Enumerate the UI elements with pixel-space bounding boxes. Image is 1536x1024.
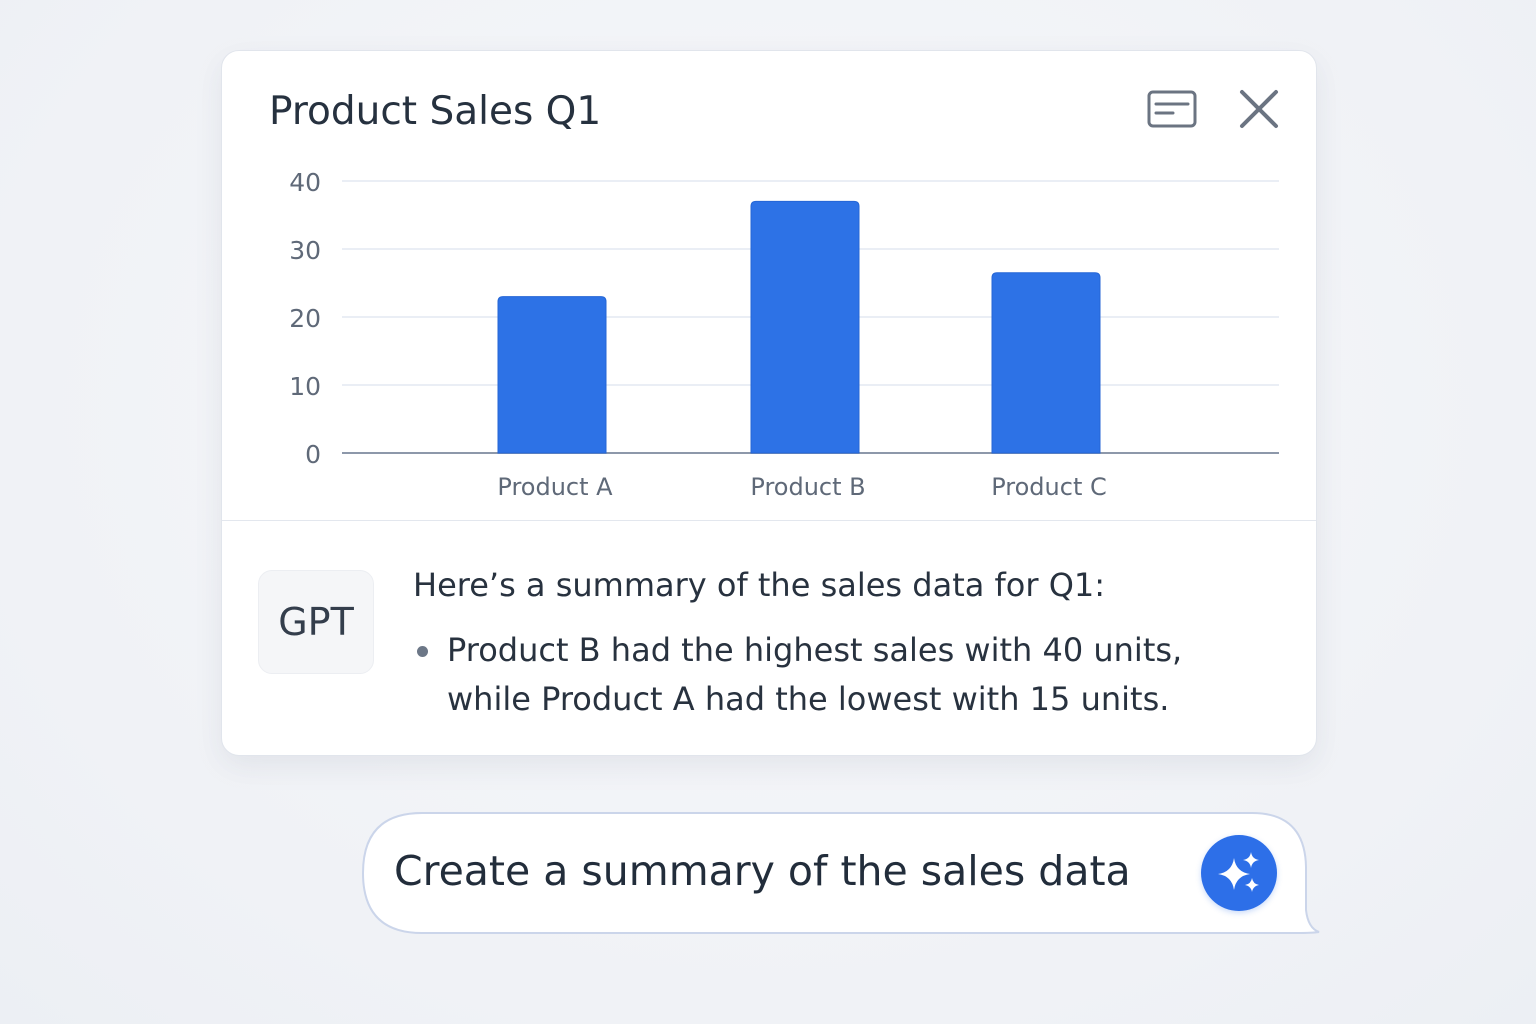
- x-tick-label: Product B: [750, 473, 865, 501]
- bar-product-b[interactable]: [750, 200, 860, 454]
- x-tick-label: Product A: [497, 473, 613, 501]
- prompt-text: Create a summary of the sales data: [394, 847, 1131, 895]
- y-tick-label: 10: [289, 372, 321, 401]
- section-divider: [222, 520, 1316, 521]
- summary-bullet-text: Product B had the highest sales with 40 …: [447, 631, 1183, 718]
- x-tick-label: Product C: [991, 473, 1107, 501]
- close-icon: [1240, 90, 1278, 128]
- summary-bullet-list: Product B had the highest sales with 40 …: [413, 626, 1253, 724]
- x-axis: Product A Product B Product C: [497, 473, 1106, 501]
- y-tick-label: 20: [289, 304, 321, 333]
- summary-heading: Here’s a summary of the sales data for Q…: [413, 566, 1106, 604]
- summary-bullet-item: Product B had the highest sales with 40 …: [413, 626, 1253, 724]
- summary-view-button[interactable]: [1145, 85, 1199, 133]
- y-tick-label: 30: [289, 236, 321, 265]
- assistant-avatar: GPT: [258, 570, 374, 674]
- generate-button[interactable]: [1201, 835, 1277, 911]
- bar-product-c[interactable]: [991, 272, 1101, 454]
- y-axis: 0 10 20 30 40: [289, 168, 321, 469]
- bullet-dot-icon: [417, 646, 428, 657]
- user-prompt-bubble[interactable]: Create a summary of the sales data: [361, 812, 1320, 934]
- chat-bubble-shape: [361, 812, 1320, 934]
- summary-view-icon: [1147, 90, 1197, 128]
- bar-product-a[interactable]: [497, 296, 607, 454]
- y-tick-label: 40: [289, 168, 321, 197]
- bar-series: [497, 200, 1101, 454]
- product-sales-bar-chart: 0 10 20 30 40 Product A Product B Product C: [289, 168, 1279, 501]
- chart-response-card: Product Sales Q1 0 10 20 30 40 Product A Prod…: [221, 50, 1317, 756]
- close-button[interactable]: [1232, 83, 1286, 135]
- chart-title: Product Sales Q1: [269, 89, 602, 134]
- y-tick-label: 0: [305, 440, 321, 469]
- sparkle-icon: [1218, 852, 1259, 892]
